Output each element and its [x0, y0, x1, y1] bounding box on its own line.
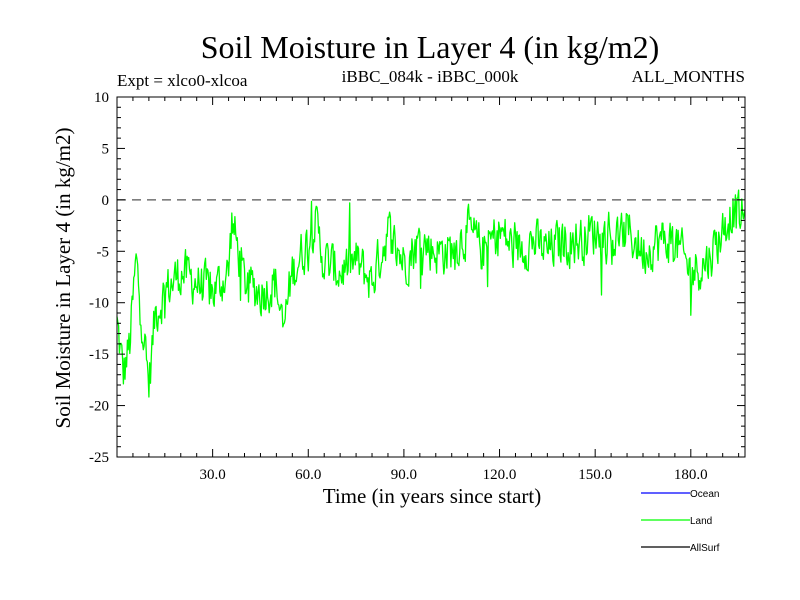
legend: Ocean Land AllSurf	[641, 489, 720, 554]
months-label: ALL_MONTHS	[632, 67, 745, 86]
land-series-line	[116, 189, 746, 398]
x-tick-label: 180.0	[674, 467, 708, 483]
x-tick-label: 60.0	[295, 467, 321, 483]
y-tick-label: 0	[102, 193, 110, 209]
x-axis-ticks: 30.0 60.0 90.0 120.0 150.0 180.0	[132, 97, 740, 483]
legend-label-allsurf: AllSurf	[690, 543, 720, 554]
x-tick-label: 120.0	[483, 467, 517, 483]
plot-frame	[116, 96, 746, 458]
y-tick-label: -5	[97, 244, 110, 260]
x-axis-label: Time (in years since start)	[323, 484, 542, 508]
y-tick-label: -15	[89, 347, 109, 363]
x-tick-label: 90.0	[391, 467, 417, 483]
chart-title: Soil Moisture in Layer 4 (in kg/m2)	[201, 29, 660, 65]
experiment-label: Expt = xlco0-xlcoa	[117, 71, 248, 90]
y-tick-label: 5	[102, 141, 110, 157]
comparison-label: iBBC_084k - iBBC_000k	[342, 67, 519, 86]
y-tick-label: 10	[94, 90, 109, 106]
plot-area: 10 5 0 -5 -10 -15 -20 -25 30.0 60.0 90.0 120.0 150.…	[89, 90, 746, 483]
x-tick-label: 150.0	[578, 467, 612, 483]
y-tick-label: -20	[89, 399, 109, 415]
y-axis-label: Soil Moisture in Layer 4 (in kg/m2)	[51, 128, 75, 429]
y-tick-label: -10	[89, 296, 109, 312]
y-tick-label: -25	[89, 450, 109, 466]
legend-label-ocean: Ocean	[690, 489, 719, 500]
legend-label-land: Land	[690, 516, 712, 527]
y-axis-ticks: 10 5 0 -5 -10 -15 -20 -25	[89, 90, 745, 466]
data-layer	[116, 189, 746, 398]
x-tick-label: 30.0	[200, 467, 226, 483]
